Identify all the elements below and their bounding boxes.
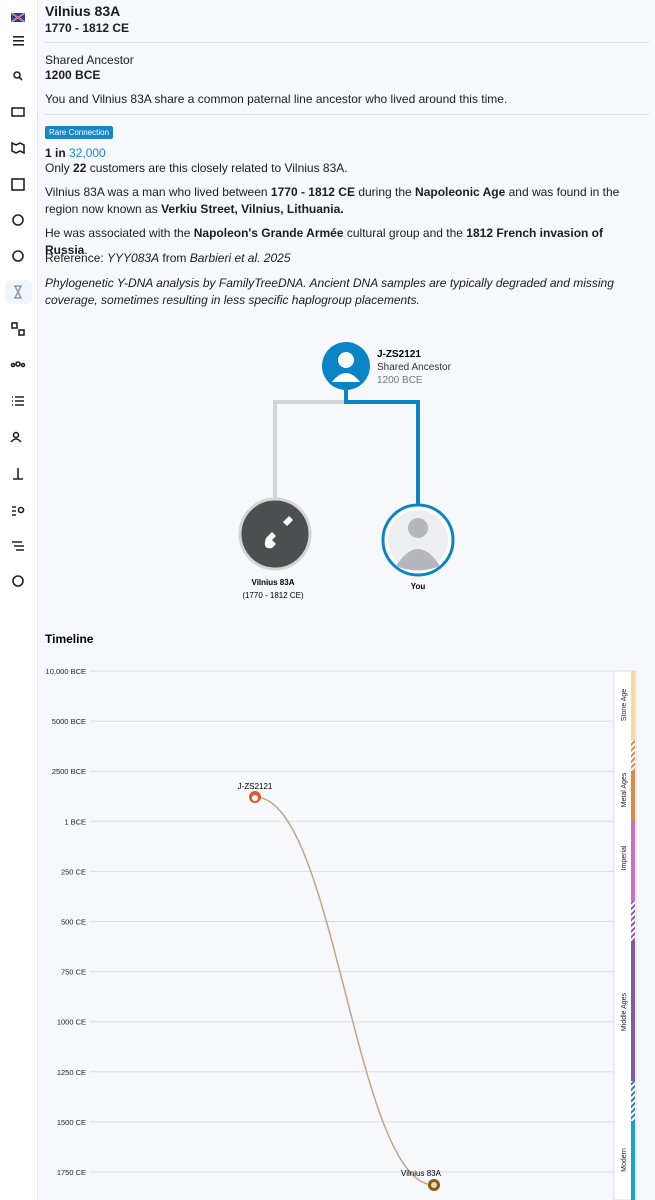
tick-label: 1500 CE (57, 1118, 86, 1127)
era-panel (613, 670, 637, 1200)
bold-text: 1812 French invasion of Russia (45, 226, 604, 257)
ancestor-description: You and Vilnius 83A share a common pater… (45, 92, 508, 106)
ancestor-date: 1200 BCE (45, 68, 101, 82)
era-label: Metal Ages (621, 772, 628, 807)
text: He was associated with the (45, 226, 194, 240)
tick-label: 1250 CE (57, 1068, 86, 1077)
bold-text: Napoleonic Age (415, 185, 506, 199)
you-avatar (388, 510, 448, 570)
avatar-body (396, 549, 440, 571)
rarity-badge: Rare Connection (45, 126, 114, 139)
sidebar-icons (5, 12, 32, 587)
text: Reference: (45, 251, 108, 265)
era-label: Stone Age (621, 689, 628, 721)
text: Only (45, 161, 74, 175)
separator (45, 114, 649, 115)
ancestor-label: Shared Ancestor (377, 362, 452, 373)
timeline-title: Timeline (45, 632, 94, 646)
era-bar (631, 771, 635, 821)
menu-icon[interactable] (13, 36, 24, 46)
bold-text: Verkiu Street, Vilnius, Lithuania. (161, 202, 344, 216)
tick-label: 5000 BCE (52, 717, 86, 726)
text: Vilnius 83A was a man who lived between (45, 185, 271, 199)
era-bar (631, 671, 635, 740)
bold-text: Napoleon's Grande Armée (193, 226, 344, 240)
reference: Reference: YYY083A from Barbieri et al. … (45, 250, 645, 267)
sample-point-icon (431, 1182, 437, 1188)
ancestor-name: J-ZS2121 (377, 349, 421, 360)
text: cultural group and the (343, 226, 467, 240)
era-label: Modern (621, 1148, 628, 1172)
tick-label: 10,000 BCE (46, 667, 86, 676)
tick-label: 1000 CE (57, 1018, 86, 1027)
bio-paragraph: He was associated with the Napoleon's Gr… (45, 225, 645, 259)
active-nav[interactable] (5, 280, 32, 304)
era-bar (631, 821, 635, 901)
tick-label: 2500 BCE (52, 767, 86, 776)
tick-label: 250 CE (61, 867, 86, 876)
rarity-count[interactable]: 32,000 (69, 146, 106, 160)
text: customers are this closely related to Vi… (86, 161, 348, 175)
text: and was found in the region now known as (45, 185, 620, 216)
rarity-ratio: 1 in 32,000 (45, 145, 645, 162)
text: . (84, 243, 88, 257)
customers-line: Only 22 customers are this closely relat… (45, 160, 645, 177)
person-icon (332, 373, 360, 382)
ancestor-date: 1200 BCE (377, 375, 423, 386)
point-label: J-ZS2121 (238, 782, 273, 791)
tree-branch-you (344, 390, 420, 505)
tick-label: 750 CE (61, 968, 86, 977)
sample-dates: (1770 - 1812 CE) (242, 591, 304, 600)
trowel-icon (264, 516, 293, 549)
era-bars (631, 671, 635, 1200)
era-label: Imperial (621, 845, 628, 870)
sample-name: Vilnius 83A (252, 578, 295, 587)
tick-label: 1 BCE (64, 817, 86, 826)
sample-title: Vilnius 83A (45, 3, 121, 19)
separator (45, 42, 649, 43)
bio-paragraph: Vilnius 83A was a man who lived between … (45, 184, 645, 218)
tick-label: 1750 CE (57, 1168, 86, 1177)
italic-text: YYY083A (107, 251, 160, 265)
era-bar (631, 941, 635, 1081)
analysis-note: Phylogenetic Y-DNA analysis by FamilyTre… (45, 276, 614, 307)
sidebar (0, 0, 38, 1200)
text: from (159, 251, 190, 265)
italic-text: Barbieri et al. 2025 (189, 251, 291, 265)
avatar-head (408, 518, 428, 538)
ancestor-point-icon (252, 795, 258, 801)
era-bar (631, 1081, 635, 1121)
text: during the (354, 185, 416, 199)
flag-cross (10, 12, 26, 23)
bold-text: 1770 - 1812 CE (270, 185, 355, 199)
lineage-curve (254, 796, 435, 1186)
person-icon (338, 352, 354, 368)
customer-count: 22 (73, 161, 87, 175)
era-bar (631, 740, 635, 771)
timeline-axis: 10,000 BCE 5000 BCE 2500 BCE 1 BCE 250 CE 500… (46, 667, 614, 1177)
era-bar (631, 1121, 635, 1200)
rarity-prefix: 1 in (45, 146, 66, 160)
point-label: Vilnius 83A (401, 1169, 442, 1178)
sample-node[interactable] (238, 497, 312, 571)
you-label: You (411, 582, 426, 591)
sample-dates: 1770 - 1812 CE (45, 21, 130, 35)
era-label: Middle Ages (621, 992, 628, 1031)
tree-branch (273, 390, 348, 498)
tick-label: 500 CE (61, 918, 86, 927)
era-bar (631, 901, 635, 941)
ancestor-label: Shared Ancestor (45, 53, 134, 67)
